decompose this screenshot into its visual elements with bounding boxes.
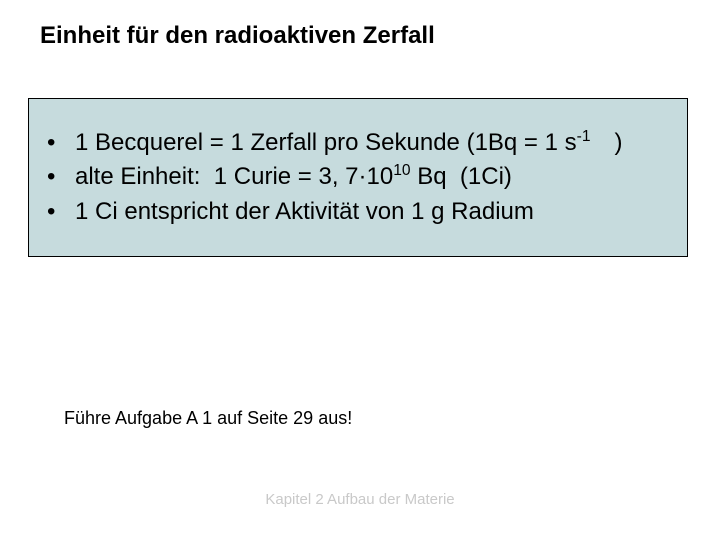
content-box: 1 Becquerel = 1 Zerfall pro Sekunde (1Bq… bbox=[28, 98, 688, 257]
slide-title: Einheit für den radioaktiven Zerfall bbox=[40, 22, 435, 50]
list-item: alte Einheit: 1 Curie = 3, 7·1010 Bq (1C… bbox=[47, 161, 669, 193]
footer-text: Kapitel 2 Aufbau der Materie bbox=[0, 491, 720, 508]
task-text: Führe Aufgabe A 1 auf Seite 29 aus! bbox=[64, 408, 352, 429]
list-item: 1 Becquerel = 1 Zerfall pro Sekunde (1Bq… bbox=[47, 127, 669, 159]
list-item: 1 Ci entspricht der Aktivität von 1 g Ra… bbox=[47, 196, 669, 228]
slide: Einheit für den radioaktiven Zerfall 1 B… bbox=[0, 0, 720, 540]
bullet-list: 1 Becquerel = 1 Zerfall pro Sekunde (1Bq… bbox=[47, 127, 669, 228]
